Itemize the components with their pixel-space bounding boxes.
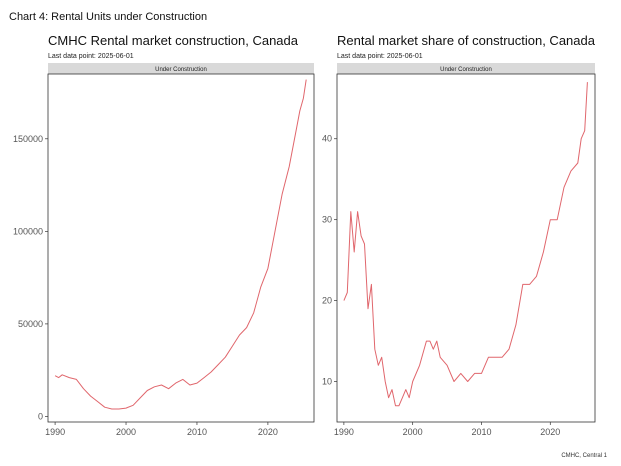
x-tick-label: 2000 xyxy=(403,427,423,437)
chart-rental-share: Rental market share of construction, Can… xyxy=(322,33,596,437)
y-tick-label: 10 xyxy=(322,377,332,387)
chart-subtitle: Last data point: 2025-06-01 xyxy=(48,53,134,60)
series-line xyxy=(54,79,307,410)
x-tick-label: 2000 xyxy=(116,427,136,437)
facet-strip xyxy=(48,63,314,74)
series-line xyxy=(343,82,588,407)
x-tick-label: 2010 xyxy=(187,427,207,437)
source-note: CMHC, Central 1 xyxy=(561,453,607,459)
y-tick-label: 30 xyxy=(322,215,332,225)
chart-rental-units: CMHC Rental market construction, Canada … xyxy=(13,33,315,437)
x-tick-label: 2020 xyxy=(258,427,278,437)
plot-panel-border xyxy=(336,73,596,423)
plot-panel-border xyxy=(47,73,315,423)
x-tick-label: 2010 xyxy=(471,427,491,437)
y-tick-label: 100000 xyxy=(13,226,43,236)
facet-strip-label: Under Construction xyxy=(155,67,207,73)
y-tick-label: 0 xyxy=(38,411,43,421)
x-tick-label: 1990 xyxy=(334,427,354,437)
y-tick-label: 150000 xyxy=(13,134,43,144)
y-tick-label: 20 xyxy=(322,296,332,306)
chart-title: Rental market share of construction, Can… xyxy=(337,33,596,48)
y-tick-label: 50000 xyxy=(18,319,43,329)
y-tick-label: 40 xyxy=(322,134,332,144)
facet-strip-label: Under Construction xyxy=(440,67,492,73)
figure-title: Chart 4: Rental Units under Construction xyxy=(9,11,208,23)
x-tick-label: 2020 xyxy=(540,427,560,437)
x-tick-label: 1990 xyxy=(45,427,65,437)
facet-strip xyxy=(337,63,595,74)
chart-subtitle: Last data point: 2025-06-01 xyxy=(337,53,423,60)
chart-title: CMHC Rental market construction, Canada xyxy=(48,33,299,48)
